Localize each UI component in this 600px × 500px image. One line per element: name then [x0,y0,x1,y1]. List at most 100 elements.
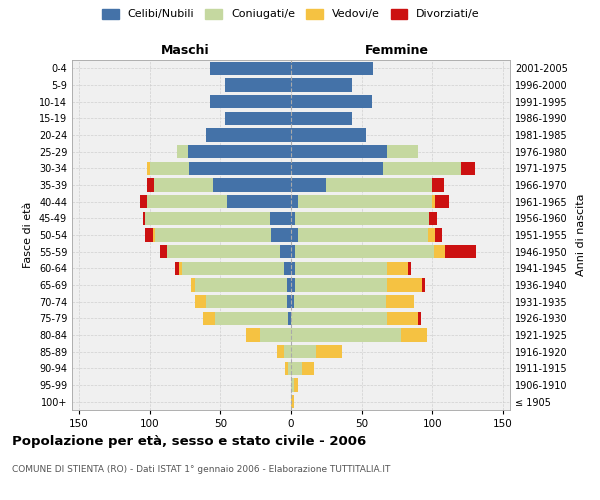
Bar [260,328,291,342]
Bar [147,162,150,175]
Bar [147,178,154,192]
Bar [291,228,298,241]
Bar [195,278,287,291]
Bar [160,245,167,258]
Bar [215,312,288,325]
Bar [295,212,430,225]
Bar [167,245,280,258]
Bar [291,378,294,392]
Bar [386,295,414,308]
Bar [206,128,291,141]
Bar [288,312,291,325]
Bar [387,145,418,158]
Bar [287,278,291,291]
Bar [270,212,291,225]
Bar [227,195,291,208]
Bar [291,278,295,291]
Bar [291,312,387,325]
Bar [182,262,284,275]
Bar [291,262,295,275]
Bar [387,312,418,325]
Bar [387,278,422,291]
Bar [295,278,387,291]
Bar [435,228,442,241]
Bar [432,178,443,192]
Bar [147,195,227,208]
Bar [291,212,295,225]
Legend: Celibi/Nubili, Coniugati/e, Vedovi/e, Divorziati/e: Celibi/Nubili, Coniugati/e, Vedovi/e, Di… [102,8,480,20]
Bar [291,295,294,308]
Bar [435,195,449,208]
Bar [291,162,383,175]
Text: Popolazione per età, sesso e stato civile - 2006: Popolazione per età, sesso e stato civil… [12,435,366,448]
Bar [291,62,373,75]
Y-axis label: Anni di nascita: Anni di nascita [576,194,586,276]
Bar [179,262,182,275]
Bar [246,328,260,342]
Bar [298,195,432,208]
Bar [195,295,206,308]
Y-axis label: Fasce di età: Fasce di età [23,202,33,268]
Bar [140,195,147,208]
Bar [422,278,425,291]
Bar [145,228,152,241]
Bar [188,145,291,158]
Bar [271,228,291,241]
Bar [408,262,411,275]
Bar [152,228,155,241]
Bar [154,178,213,192]
Bar [430,212,437,225]
Bar [176,145,188,158]
Bar [175,262,179,275]
Bar [155,228,271,241]
Bar [191,278,195,291]
Bar [383,162,461,175]
Bar [291,128,366,141]
Bar [294,378,298,392]
Bar [224,112,291,125]
Bar [211,62,291,75]
Bar [291,95,371,108]
Bar [284,345,291,358]
Bar [291,395,294,408]
Bar [143,212,145,225]
Bar [428,228,435,241]
Bar [280,245,291,258]
Bar [291,78,352,92]
Bar [291,345,316,358]
Bar [291,362,302,375]
Bar [211,95,291,108]
Bar [445,245,476,258]
Bar [291,245,295,258]
Bar [284,262,291,275]
Bar [286,362,288,375]
Bar [302,362,314,375]
Bar [287,295,291,308]
Bar [189,162,291,175]
Bar [418,312,421,325]
Text: COMUNE DI STIENTA (RO) - Dati ISTAT 1° gennaio 2006 - Elaborazione TUTTITALIA.IT: COMUNE DI STIENTA (RO) - Dati ISTAT 1° g… [12,465,391,474]
Bar [291,195,298,208]
Bar [326,178,432,192]
Bar [291,178,326,192]
Bar [461,162,475,175]
Bar [213,178,291,192]
Bar [432,195,435,208]
Bar [206,295,287,308]
Bar [277,345,284,358]
Bar [291,112,352,125]
Bar [298,228,428,241]
Bar [224,78,291,92]
Bar [150,162,189,175]
Bar [295,245,434,258]
Text: Maschi: Maschi [161,44,209,57]
Bar [288,362,291,375]
Bar [295,262,387,275]
Bar [145,212,270,225]
Bar [203,312,215,325]
Text: Femmine: Femmine [365,44,429,57]
Bar [294,295,386,308]
Bar [434,245,445,258]
Bar [387,262,408,275]
Bar [401,328,427,342]
